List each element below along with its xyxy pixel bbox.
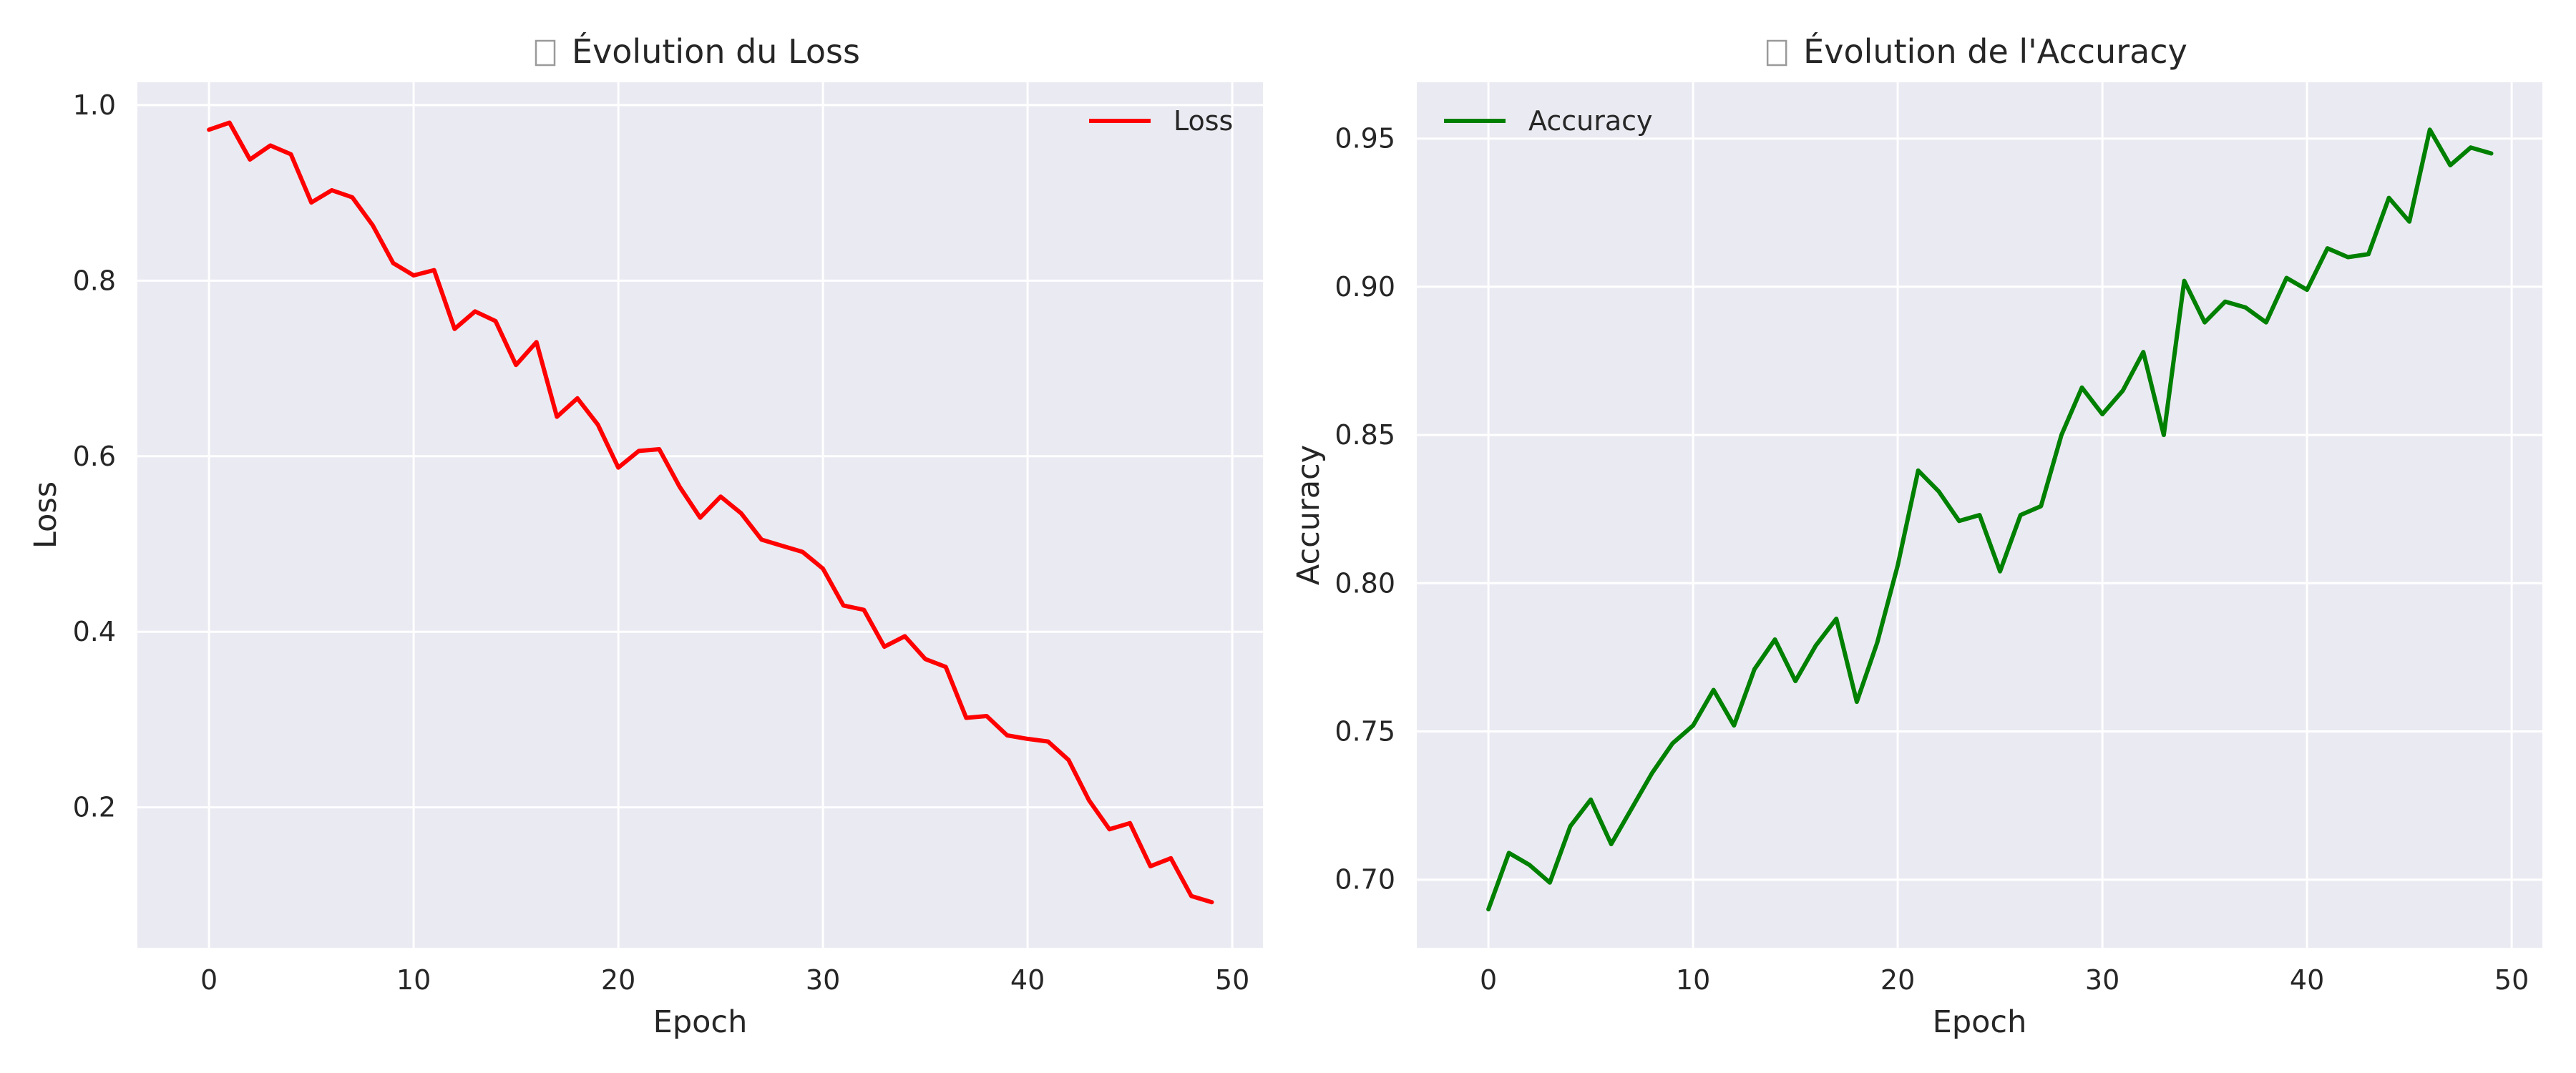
loss-grid [137,82,1263,948]
loss-x-tick-label: 40 [1010,964,1045,996]
loss-x-tick-label: 10 [396,964,431,996]
accuracy-y-tick-label: 0.80 [1335,567,1395,599]
accuracy-y-axis-label: Accuracy [1291,445,1327,585]
loss-y-tick-label: 0.2 [73,792,116,823]
accuracy-x-tick-label: 30 [2085,964,2119,996]
loss-series-layer [207,120,1214,905]
accuracy-y-ticks: 0.70 0.75 0.80 0.85 0.90 0.95 [1335,123,1395,896]
accuracy-y-tick-label: 0.85 [1335,419,1395,451]
loss-x-ticks: 0 10 20 30 40 50 [200,964,1249,996]
accuracy-x-tick-label: 10 [1676,964,1710,996]
loss-y-axis-label: Loss [28,481,64,549]
loss-legend: Loss [1089,105,1233,137]
accuracy-chart: 0 10 20 30 40 50 0.70 0.75 0.80 0.85 0.90 0.95 Évo… [1291,32,2542,1040]
accuracy-x-tick-label: 0 [1480,964,1497,996]
accuracy-y-tick-label: 0.90 [1335,271,1395,303]
accuracy-y-tick-label: 0.95 [1335,123,1395,155]
loss-y-ticks: 0.2 0.4 0.6 0.8 1.0 [73,89,116,823]
loss-series-line [207,120,1214,905]
missing-glyph-icon [1766,39,1787,67]
accuracy-x-tick-label: 40 [2290,964,2324,996]
accuracy-legend: Accuracy [1444,105,1653,137]
accuracy-x-ticks: 0 10 20 30 40 50 [1480,964,2529,996]
accuracy-x-tick-label: 20 [1880,964,1915,996]
accuracy-chart-title: Évolution de l'Accuracy [1803,32,2187,71]
loss-x-tick-label: 50 [1215,964,1249,996]
accuracy-y-tick-label: 0.70 [1335,864,1395,896]
accuracy-y-tick-label: 0.75 [1335,716,1395,748]
loss-legend-label: Loss [1174,105,1233,137]
loss-y-tick-label: 1.0 [73,89,116,121]
accuracy-grid [1417,82,2542,948]
missing-glyph-icon [535,39,556,67]
loss-y-tick-label: 0.4 [73,616,116,647]
loss-x-tick-label: 30 [806,964,840,996]
accuracy-x-tick-label: 50 [2494,964,2529,996]
loss-chart-title-group: Évolution du Loss [535,32,860,71]
accuracy-chart-title-group: Évolution de l'Accuracy [1766,32,2187,71]
loss-x-tick-label: 20 [601,964,635,996]
loss-chart: 0 10 20 30 40 50 0.2 0.4 0.6 0.8 1.0 Évolution du… [28,32,1263,1040]
accuracy-series-layer [1486,127,2494,912]
accuracy-series-line [1486,127,2494,912]
loss-x-axis-label: Epoch [653,1004,748,1040]
loss-x-tick-label: 0 [200,964,218,996]
loss-y-tick-label: 0.6 [73,441,116,472]
accuracy-legend-label: Accuracy [1528,105,1653,137]
loss-y-tick-label: 0.8 [73,265,116,296]
accuracy-x-axis-label: Epoch [1933,1004,2027,1040]
loss-chart-title: Évolution du Loss [572,32,860,71]
